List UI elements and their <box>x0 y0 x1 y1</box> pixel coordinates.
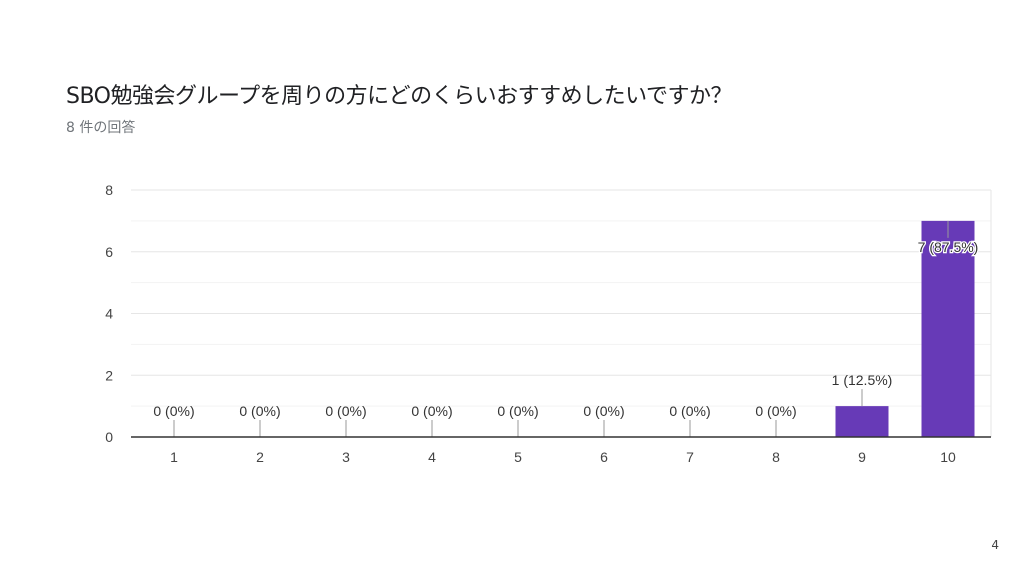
data-label: 0 (0%) <box>411 403 452 419</box>
response-count: 8 件の回答 <box>66 120 136 136</box>
data-label: 0 (0%) <box>755 403 796 419</box>
x-tick-label: 5 <box>514 449 522 465</box>
data-label: 1 (12.5%) <box>832 372 893 388</box>
y-tick-label: 8 <box>105 182 113 198</box>
data-label: 0 (0%) <box>239 403 280 419</box>
x-tick-label: 9 <box>858 449 866 465</box>
page-number: 4 <box>991 538 999 552</box>
y-tick-label: 2 <box>105 367 113 383</box>
x-tick-label: 4 <box>428 449 436 465</box>
question-title: SBO勉強会グループを周りの方にどのくらいおすすめしたいですか？ <box>66 84 733 109</box>
data-label: 0 (0%) <box>583 403 624 419</box>
data-label: 0 (0%) <box>497 403 538 419</box>
y-tick-label: 0 <box>105 429 113 445</box>
y-tick-label: 6 <box>105 244 113 260</box>
x-tick-label: 10 <box>940 449 956 465</box>
x-tick-label: 2 <box>256 449 264 465</box>
x-tick-label: 7 <box>686 449 694 465</box>
bar <box>921 220 975 437</box>
data-label: 7 (87.5%) <box>918 239 979 255</box>
data-label: 0 (0%) <box>325 403 366 419</box>
x-tick-label: 8 <box>772 449 780 465</box>
bar <box>835 406 889 437</box>
data-label: 0 (0%) <box>153 403 194 419</box>
data-label: 0 (0%) <box>669 403 710 419</box>
x-tick-label: 6 <box>600 449 608 465</box>
y-tick-label: 4 <box>105 306 113 322</box>
x-tick-label: 3 <box>342 449 350 465</box>
x-tick-label: 1 <box>170 449 178 465</box>
